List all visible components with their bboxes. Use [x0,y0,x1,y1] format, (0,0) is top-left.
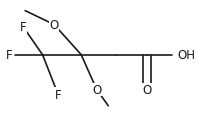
Text: OH: OH [178,49,196,62]
Text: F: F [6,49,13,62]
Text: F: F [55,88,61,101]
Text: O: O [142,83,152,96]
Text: O: O [50,19,59,32]
Text: F: F [20,21,26,34]
Text: O: O [92,83,101,96]
